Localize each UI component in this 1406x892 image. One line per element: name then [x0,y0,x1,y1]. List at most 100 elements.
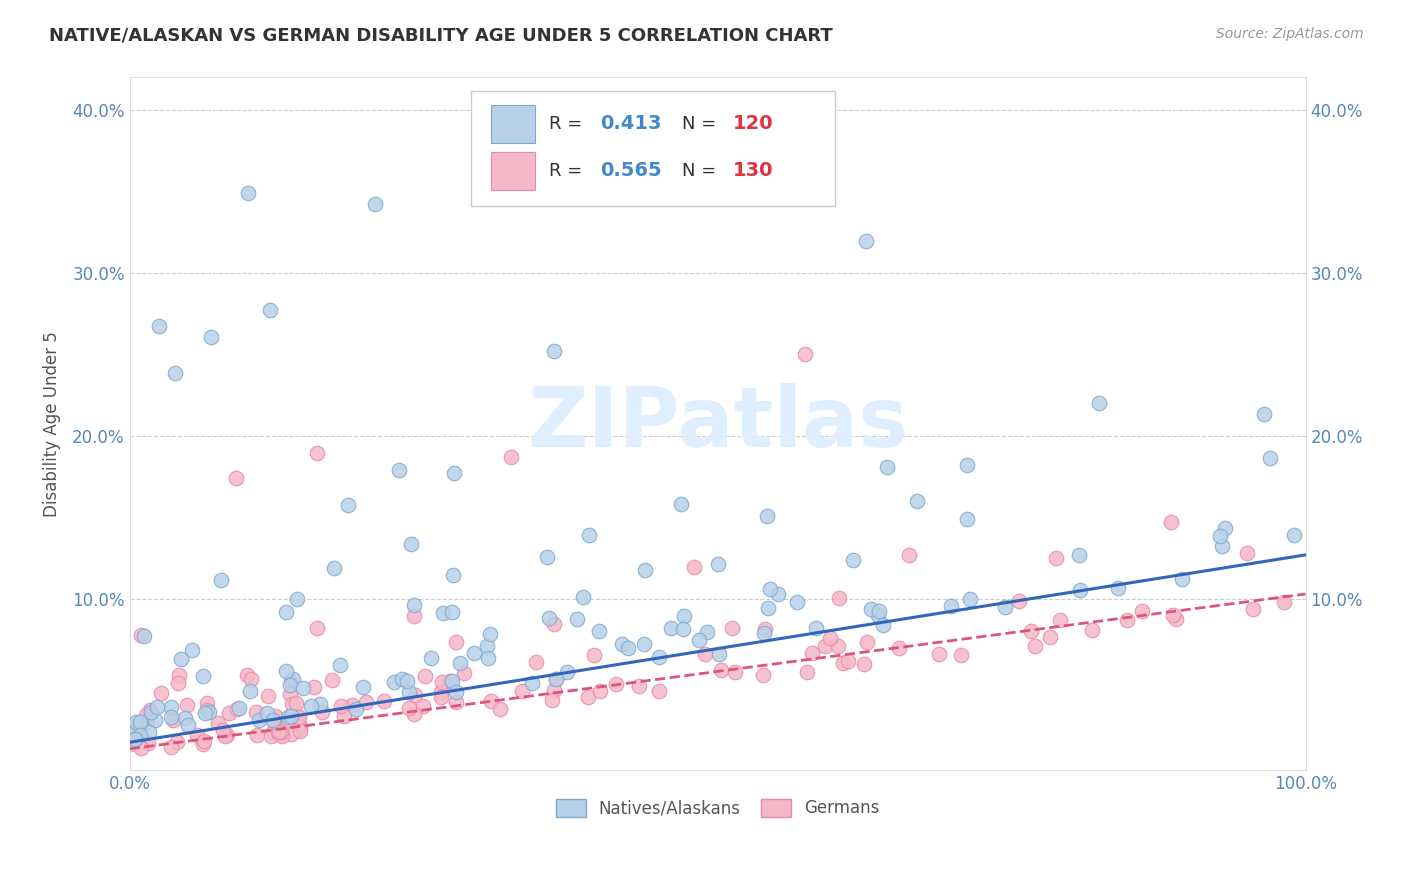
Point [1160,515,1182,529]
Point [284,696,307,710]
Text: ZIPatlas: ZIPatlas [527,384,908,464]
Point [274,664,297,678]
Point [239,683,262,698]
Point [404,688,426,702]
Point [269,725,291,739]
Point [707,557,730,571]
Point [673,608,696,623]
Point [1024,640,1046,654]
Point [905,494,928,508]
Point [766,587,789,601]
Point [837,654,859,668]
Point [281,673,304,687]
Point [391,673,413,687]
Text: N =: N = [682,162,723,180]
Point [876,459,898,474]
Point [536,549,558,564]
Y-axis label: Disability Age Under 5: Disability Age Under 5 [44,331,60,516]
Point [859,601,882,615]
Point [197,696,219,710]
FancyBboxPatch shape [471,91,835,205]
Point [710,663,733,677]
Point [280,709,302,723]
Point [263,714,285,728]
Point [159,739,181,754]
Point [578,528,600,542]
Point [430,685,453,699]
Point [128,729,150,743]
Point [262,725,284,739]
Point [287,710,309,724]
Point [291,681,314,696]
Point [395,673,418,688]
Point [307,621,329,635]
Point [276,605,298,619]
Point [755,508,778,523]
Point [276,714,298,729]
Point [311,705,333,719]
Text: N =: N = [682,115,723,133]
Point [218,706,240,720]
Point [588,624,610,639]
Point [139,703,162,717]
Point [1241,602,1264,616]
Point [181,643,204,657]
Point [278,678,301,692]
Point [256,706,278,720]
Point [441,673,464,688]
Point [583,648,606,663]
Point [1258,450,1281,465]
Point [617,640,640,655]
Point [814,639,837,653]
Point [477,651,499,665]
Point [138,725,160,739]
Point [872,618,894,632]
Point [329,698,352,713]
Point [412,698,434,713]
Point [612,637,634,651]
Point [842,553,865,567]
Point [413,669,436,683]
Point [277,714,299,729]
Text: Source: ZipAtlas.com: Source: ZipAtlas.com [1216,27,1364,41]
Point [285,592,308,607]
Point [186,728,208,742]
Point [510,683,533,698]
Point [463,646,485,660]
Point [1236,546,1258,560]
Point [225,702,247,716]
Point [501,450,523,464]
Point [419,651,441,665]
Point [576,690,599,704]
Point [478,627,501,641]
Point [364,197,387,211]
Point [260,729,283,743]
Point [832,657,855,671]
Point [546,672,568,686]
Point [1163,607,1185,622]
Point [647,650,669,665]
Point [868,608,890,623]
Point [194,706,217,720]
Point [124,723,146,738]
Point [245,705,267,719]
Point [136,714,159,728]
Point [288,719,311,733]
Point [259,302,281,317]
Point [828,591,851,606]
Point [245,728,267,742]
Point [537,611,560,625]
Point [671,497,693,511]
Point [287,722,309,736]
Point [309,697,332,711]
Point [752,668,775,682]
Point [443,466,465,480]
Point [129,714,152,729]
Point [398,684,420,698]
Point [441,605,464,619]
Point [174,711,197,725]
Point [1166,612,1188,626]
Point [166,676,188,690]
Point [398,700,420,714]
Point [159,710,181,724]
